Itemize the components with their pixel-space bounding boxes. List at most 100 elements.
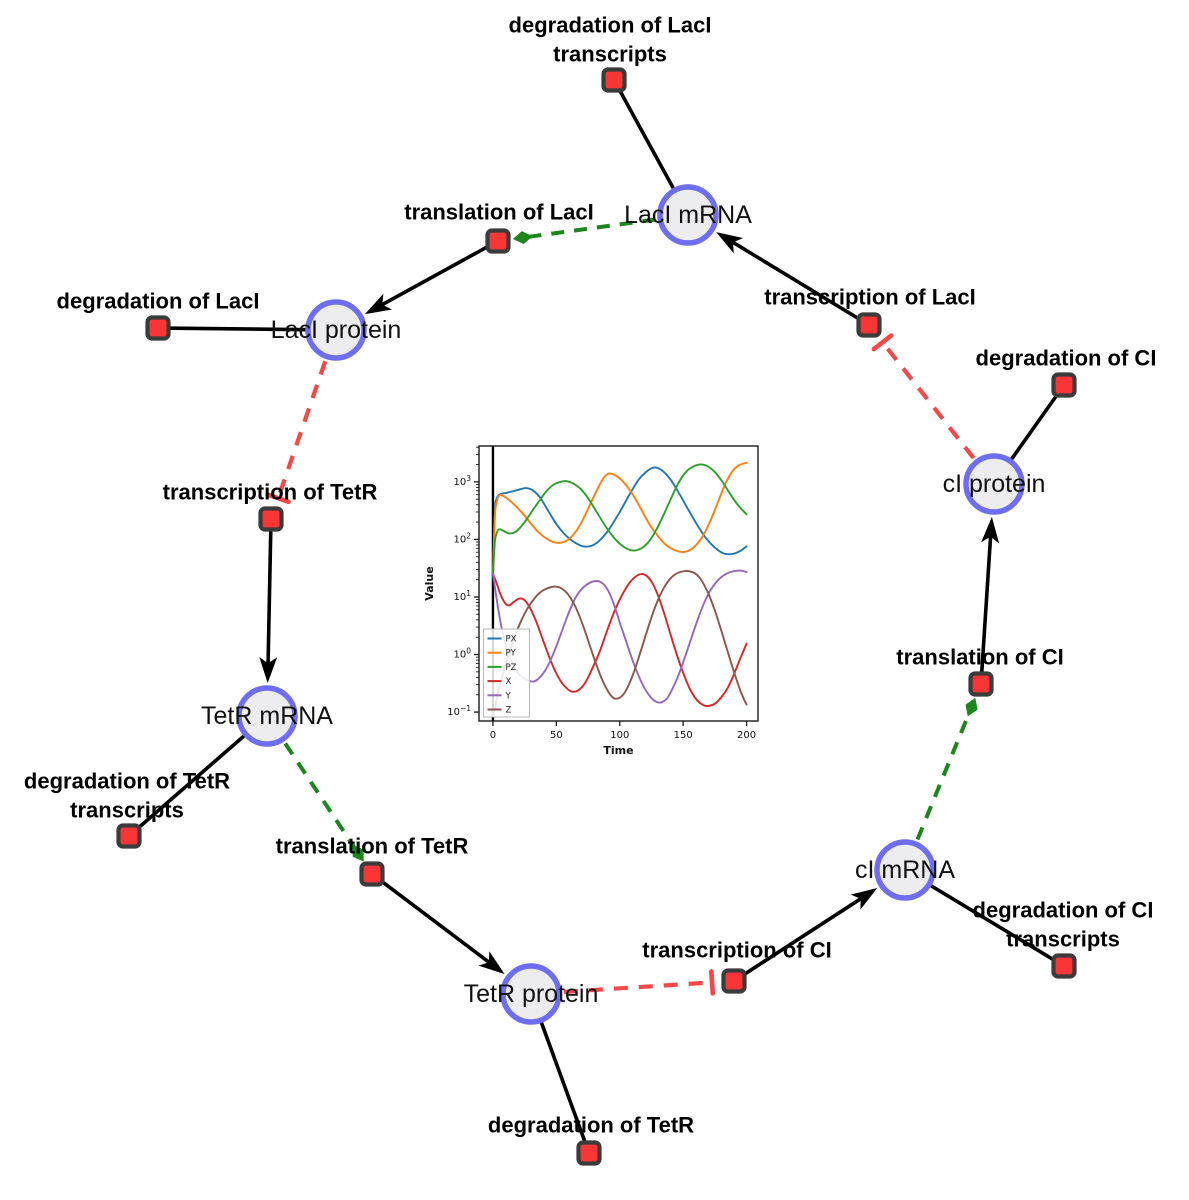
reaction-edge[interactable] bbox=[979, 532, 993, 673]
reaction-square[interactable] bbox=[1051, 372, 1077, 398]
series-X bbox=[492, 573, 748, 707]
species-node-LacI_mRNA[interactable] bbox=[657, 184, 719, 246]
reaction-node-transl_CI[interactable] bbox=[968, 671, 994, 697]
reaction-square[interactable] bbox=[968, 671, 994, 697]
edge-transcr_LacI-LacI_mRNA[interactable] bbox=[716, 232, 860, 321]
species-circle[interactable] bbox=[963, 453, 1025, 515]
species-circle[interactable] bbox=[657, 184, 719, 246]
edge-LacI_mRNA-transl_LacI[interactable] bbox=[512, 217, 656, 245]
series-PX bbox=[492, 466, 748, 576]
species-label: LacI mRNA bbox=[624, 201, 752, 229]
reaction-square[interactable] bbox=[576, 1140, 602, 1166]
reaction-square[interactable] bbox=[1051, 953, 1077, 979]
species-node-cI_mRNA[interactable] bbox=[874, 839, 936, 901]
edge-TetR_mRNA-deg_TetR_tx[interactable] bbox=[137, 733, 247, 830]
legend-label: Y bbox=[505, 691, 512, 701]
reaction-edge[interactable] bbox=[378, 245, 489, 308]
reaction-edge[interactable] bbox=[743, 895, 865, 976]
legend-label: X bbox=[506, 677, 512, 687]
reaction-label: transcripts bbox=[70, 798, 184, 823]
edge-transcr_CI-cI_mRNA[interactable] bbox=[743, 887, 878, 976]
inhibition-tbar bbox=[709, 969, 716, 996]
reaction-node-deg_CI_tx[interactable] bbox=[1051, 953, 1077, 979]
reaction-label: transcription of TetR bbox=[163, 480, 378, 505]
edge-transcr_TetR-TetR_mRNA[interactable] bbox=[259, 530, 278, 684]
arrowhead bbox=[259, 656, 278, 684]
reaction-square[interactable] bbox=[485, 228, 511, 254]
reaction-square[interactable] bbox=[601, 67, 627, 93]
arrowhead bbox=[512, 231, 533, 245]
reaction-edge[interactable] bbox=[380, 879, 493, 966]
reaction-node-transcr_CI[interactable] bbox=[721, 968, 747, 994]
edge-LacI_protein-deg_LacI[interactable] bbox=[169, 326, 309, 332]
degradation-edge[interactable] bbox=[137, 733, 247, 830]
reaction-square[interactable] bbox=[258, 506, 284, 532]
x-tick-label: 50 bbox=[550, 730, 563, 741]
reaction-edge[interactable] bbox=[728, 238, 860, 321]
reaction-node-transl_LacI[interactable] bbox=[485, 228, 511, 254]
reaction-label: transcription of CI bbox=[642, 938, 831, 963]
reaction-square[interactable] bbox=[145, 315, 171, 341]
species-label: cI mRNA bbox=[855, 856, 955, 884]
edge-LacI_protein-transcr_TetR[interactable] bbox=[265, 360, 328, 505]
reaction-node-deg_TetR[interactable] bbox=[576, 1140, 602, 1166]
reaction-label: degradation of CI bbox=[973, 898, 1154, 923]
degradation-edge[interactable] bbox=[618, 89, 676, 192]
edge-TetR_protein-deg_TetR[interactable] bbox=[539, 1019, 587, 1143]
species-circle[interactable] bbox=[500, 963, 562, 1025]
reaction-node-transl_TetR[interactable] bbox=[359, 861, 385, 887]
edge-cI_mRNA-deg_CI_tx[interactable] bbox=[928, 883, 1055, 962]
species-node-TetR_protein[interactable] bbox=[500, 963, 562, 1025]
edge-LacI_mRNA-deg_LacI_tx[interactable] bbox=[618, 89, 676, 192]
reaction-label: transcripts bbox=[1006, 927, 1120, 952]
species-circle[interactable] bbox=[305, 299, 367, 361]
y-tick-label: 100 bbox=[453, 647, 471, 661]
edge-cI_protein-deg_CI[interactable] bbox=[1008, 393, 1059, 463]
arrowhead bbox=[716, 232, 744, 254]
edge-cI_protein-transcr_LacI[interactable] bbox=[871, 333, 976, 460]
edge-transl_TetR-TetR_protein[interactable] bbox=[380, 879, 505, 975]
reaction-square[interactable] bbox=[721, 968, 747, 994]
reaction-node-deg_LacI_tx[interactable] bbox=[601, 67, 627, 93]
degradation-edge[interactable] bbox=[169, 326, 309, 332]
reaction-node-transcr_TetR[interactable] bbox=[258, 506, 284, 532]
species-label: TetR protein bbox=[464, 980, 599, 1008]
y-tick-label: 102 bbox=[453, 531, 471, 545]
species-label: TetR mRNA bbox=[201, 702, 333, 730]
degradation-edge[interactable] bbox=[539, 1019, 587, 1143]
edge-cI_mRNA-transl_CI[interactable] bbox=[915, 697, 978, 841]
reaction-label: degradation of LacI bbox=[57, 289, 260, 314]
x-tick-label: 0 bbox=[490, 730, 496, 741]
species-circle[interactable] bbox=[874, 839, 936, 901]
arrowhead bbox=[364, 293, 393, 315]
species-node-LacI_protein[interactable] bbox=[305, 299, 367, 361]
reaction-node-deg_CI[interactable] bbox=[1051, 372, 1077, 398]
reaction-square[interactable] bbox=[359, 861, 385, 887]
edge-transl_CI-cI_protein[interactable] bbox=[979, 516, 1000, 673]
series-Z bbox=[492, 570, 748, 716]
reaction-label: transcription of LacI bbox=[764, 285, 975, 310]
reaction-square[interactable] bbox=[116, 823, 142, 849]
series-PY bbox=[492, 461, 748, 576]
edge-transl_LacI-LacI_protein[interactable] bbox=[364, 245, 489, 315]
species-node-cI_protein[interactable] bbox=[963, 453, 1025, 515]
reaction-label: translation of TetR bbox=[276, 834, 469, 859]
edge-TetR_mRNA-transl_TetR[interactable] bbox=[283, 742, 364, 862]
arrowhead bbox=[981, 516, 1000, 544]
inhibition-edge[interactable] bbox=[276, 360, 328, 499]
reaction-node-transcr_LacI[interactable] bbox=[856, 312, 882, 338]
reaction-edge[interactable] bbox=[266, 530, 273, 668]
degradation-edge[interactable] bbox=[928, 883, 1055, 962]
inhibition-tbar bbox=[871, 333, 894, 352]
reaction-square[interactable] bbox=[856, 312, 882, 338]
reaction-node-deg_TetR_tx[interactable] bbox=[116, 823, 142, 849]
reaction-node-deg_LacI[interactable] bbox=[145, 315, 171, 341]
activation-edge[interactable] bbox=[915, 708, 973, 841]
edge-TetR_protein-transcr_CI[interactable] bbox=[563, 969, 716, 996]
species-node-TetR_mRNA[interactable] bbox=[236, 685, 298, 747]
degradation-edge[interactable] bbox=[1008, 393, 1059, 463]
legend-label: PY bbox=[506, 649, 517, 659]
inhibition-edge[interactable] bbox=[880, 340, 976, 460]
species-circle[interactable] bbox=[236, 685, 298, 747]
